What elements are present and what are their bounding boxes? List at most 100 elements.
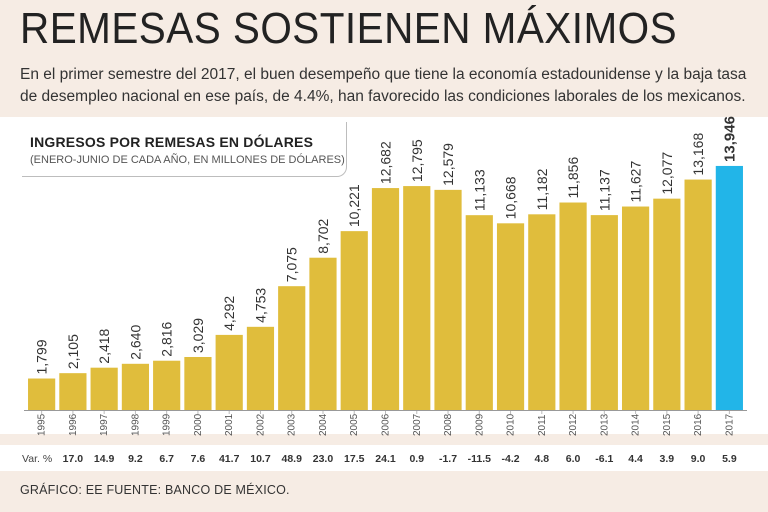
var-pct-2012: 6.0 (566, 453, 581, 465)
var-pct-2013: -6.1 (595, 453, 613, 465)
bar-2011 (528, 214, 556, 410)
value-label-2014: 11,627 (628, 161, 644, 203)
var-pct-2011: 4.8 (534, 453, 549, 465)
var-pct-2002: 10.7 (250, 453, 271, 465)
bar-2006 (371, 188, 400, 410)
bar-2003 (278, 286, 306, 410)
var-pct-1999: 6.7 (159, 453, 174, 465)
page-subtitle: En el primer semestre del 2017, el buen … (20, 66, 747, 105)
year-label-2009: 2009 (474, 413, 485, 436)
year-label-2001: 2001 (224, 413, 235, 436)
page-title: REMESAS SOSTIENEN MÁXIMOS (20, 4, 678, 53)
year-label-2007: 2007 (412, 413, 423, 436)
bar-2015 (653, 198, 681, 410)
chart-subtitle: (ENERO-JUNIO DE CADA AÑO, EN MILLONES DE… (30, 154, 345, 166)
var-label: Var. % (22, 453, 52, 465)
year-label-2006: 2006 (381, 413, 392, 436)
bar-2007 (403, 186, 431, 410)
year-label-2003: 2003 (287, 413, 298, 436)
year-label-2014: 2014 (631, 413, 642, 436)
year-label-1996: 1996 (68, 413, 79, 436)
value-label-1995: 1,799 (34, 339, 50, 374)
year-label-2017: 2017 (724, 413, 735, 436)
year-label-2016: 2016 (693, 413, 704, 436)
value-label-1998: 2,640 (127, 325, 143, 360)
bar-2012 (559, 202, 587, 410)
year-label-2005: 2005 (349, 413, 360, 436)
year-label-2004: 2004 (318, 413, 329, 436)
value-label-2000: 3,029 (190, 318, 206, 353)
value-label-2002: 4,753 (252, 288, 268, 323)
chart-title: INGRESOS POR REMESAS EN DÓLARES (30, 134, 314, 150)
bar-2010 (496, 223, 525, 410)
var-pct-2016: 9.0 (691, 453, 706, 465)
var-pct-2005: 17.5 (344, 453, 365, 465)
bar-2004 (309, 257, 337, 410)
year-label-1995: 1995 (37, 413, 48, 436)
bar-1999 (153, 360, 181, 410)
value-label-2009: 11,133 (471, 169, 487, 211)
value-label-1997: 2,418 (96, 328, 112, 363)
year-label-2008: 2008 (443, 413, 454, 436)
year-label-2012: 2012 (568, 413, 579, 436)
value-label-2003: 7,075 (284, 247, 300, 282)
var-pct-2009: -11.5 (468, 453, 492, 465)
value-label-2010: 10,668 (503, 176, 519, 219)
value-label-2006: 12,682 (378, 141, 394, 184)
value-label-2017: 13,946 (721, 116, 738, 162)
var-pct-2000: 7.6 (191, 453, 206, 465)
value-label-1999: 2,816 (159, 321, 175, 356)
variation-row-background (0, 445, 768, 471)
var-pct-2003: 48.9 (281, 453, 302, 465)
var-pct-2014: 4.4 (628, 453, 643, 465)
value-label-1996: 2,105 (65, 334, 81, 369)
value-label-2012: 11,856 (565, 157, 581, 199)
bar-1995 (28, 378, 56, 410)
year-label-2015: 2015 (662, 413, 673, 436)
bar-2009 (465, 215, 493, 410)
bar-2001 (215, 334, 243, 410)
value-label-2015: 12,077 (659, 152, 675, 195)
bar-2008 (434, 189, 462, 410)
value-label-2016: 13,168 (690, 133, 706, 176)
value-label-2008: 12,579 (440, 143, 456, 186)
year-label-2013: 2013 (599, 413, 610, 436)
var-pct-2001: 41.7 (219, 453, 240, 465)
var-pct-2008: -1.7 (439, 453, 457, 465)
value-label-2004: 8,702 (315, 218, 331, 253)
bar-1996 (59, 373, 87, 410)
value-label-2011: 11,182 (534, 168, 550, 210)
year-label-1999: 1999 (162, 413, 173, 436)
var-pct-1998: 9.2 (128, 453, 143, 465)
bar-2016 (684, 179, 712, 410)
year-label-1998: 1998 (130, 413, 141, 436)
year-label-2002: 2002 (255, 413, 266, 436)
bar-2005 (340, 231, 368, 410)
bar-2014 (621, 206, 650, 410)
var-pct-2010: -4.2 (501, 453, 519, 465)
year-label-2011: 2011 (537, 414, 548, 436)
year-label-2000: 2000 (193, 413, 204, 436)
year-label-2010: 2010 (506, 413, 517, 436)
bar-2017 (715, 165, 743, 410)
value-label-2007: 12,795 (409, 139, 425, 182)
bar-1997 (90, 367, 118, 410)
var-pct-2015: 3.9 (660, 453, 675, 465)
bar-2000 (184, 356, 212, 410)
bar-1998 (121, 363, 150, 410)
var-pct-1996: 17.0 (63, 453, 84, 465)
source-note: GRÁFICO: EE FUENTE: BANCO DE MÉXICO. (20, 483, 290, 497)
value-label-2013: 11,137 (596, 169, 612, 211)
chart-legend-box (22, 122, 347, 177)
var-pct-2004: 23.0 (313, 453, 334, 465)
var-pct-1997: 14.9 (94, 453, 115, 465)
var-pct-2017: 5.9 (722, 453, 737, 465)
var-pct-2007: 0.9 (409, 453, 424, 465)
var-pct-2006: 24.1 (375, 453, 396, 465)
bar-2002 (246, 326, 275, 410)
value-label-2001: 4,292 (221, 296, 237, 331)
bar-2013 (590, 215, 618, 410)
value-label-2005: 10,221 (346, 184, 362, 227)
year-label-1997: 1997 (99, 413, 110, 436)
